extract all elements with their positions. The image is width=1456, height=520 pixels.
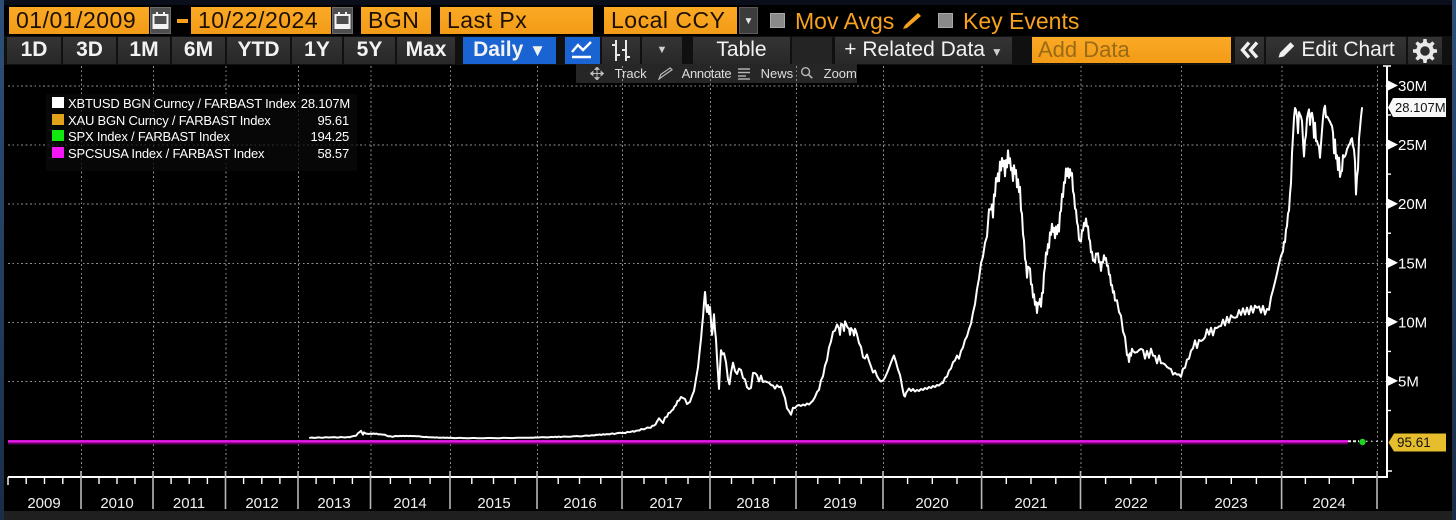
svg-text:2024: 2024 bbox=[1312, 495, 1345, 512]
svg-text:2019: 2019 bbox=[823, 495, 856, 512]
svg-text:2021: 2021 bbox=[1014, 495, 1047, 512]
svg-text:5M: 5M bbox=[1398, 373, 1419, 390]
svg-text:2020: 2020 bbox=[915, 495, 948, 512]
svg-text:95.61: 95.61 bbox=[1397, 435, 1431, 450]
svg-text:2010: 2010 bbox=[100, 495, 133, 512]
svg-text:15M: 15M bbox=[1398, 255, 1427, 272]
svg-text:2016: 2016 bbox=[563, 495, 596, 512]
svg-text:25M: 25M bbox=[1398, 137, 1427, 154]
svg-text:2011: 2011 bbox=[173, 495, 205, 512]
svg-text:2023: 2023 bbox=[1214, 495, 1247, 512]
svg-text:20M: 20M bbox=[1398, 196, 1427, 213]
svg-text:2014: 2014 bbox=[393, 495, 426, 512]
svg-text:2022: 2022 bbox=[1114, 495, 1147, 512]
svg-text:28.107M: 28.107M bbox=[1395, 100, 1446, 115]
svg-text:2009: 2009 bbox=[27, 495, 60, 512]
svg-text:2012: 2012 bbox=[245, 495, 278, 512]
svg-text:2013: 2013 bbox=[317, 495, 350, 512]
svg-text:2018: 2018 bbox=[736, 495, 769, 512]
svg-text:30M: 30M bbox=[1398, 78, 1427, 95]
svg-text:2017: 2017 bbox=[649, 495, 682, 512]
svg-text:2015: 2015 bbox=[477, 495, 510, 512]
svg-text:10M: 10M bbox=[1398, 314, 1427, 331]
